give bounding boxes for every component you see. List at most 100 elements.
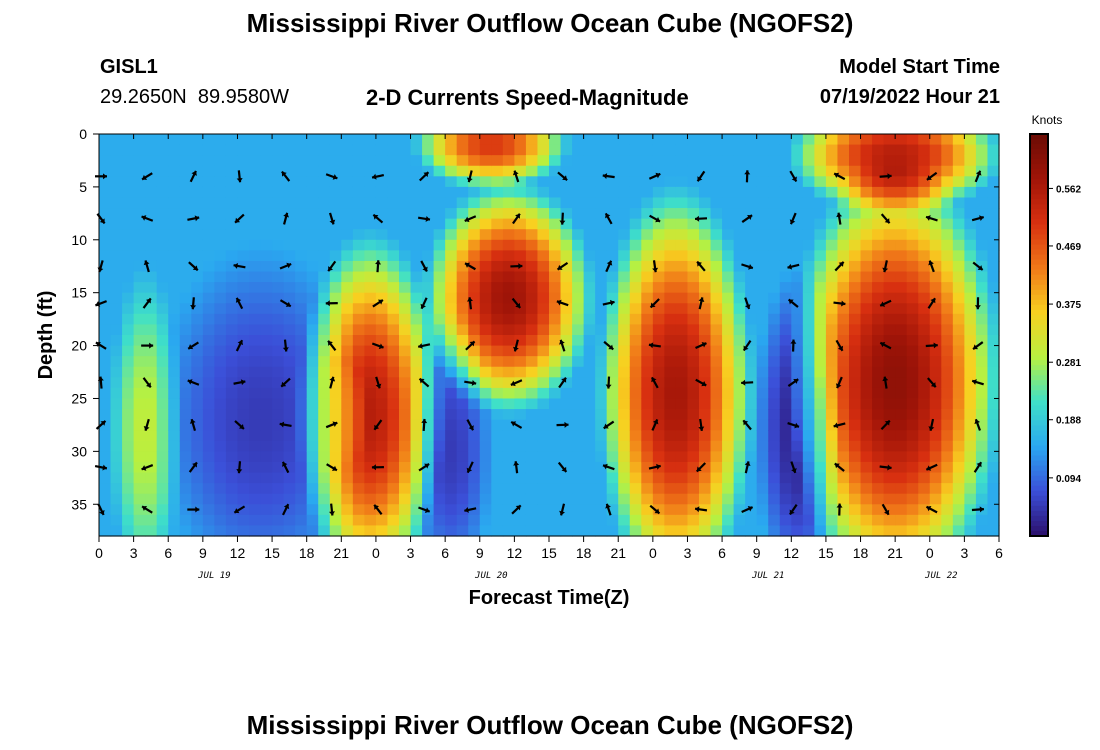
heatmap-cell	[849, 440, 862, 452]
heatmap-cell	[202, 483, 215, 495]
heatmap-cell	[583, 271, 596, 283]
colorbar-swatch	[1030, 269, 1048, 276]
heatmap-cell	[952, 303, 965, 315]
heatmap-cell	[283, 430, 296, 442]
heatmap-cell	[537, 155, 550, 167]
heatmap-cell	[733, 356, 746, 368]
heatmap-cell	[606, 229, 619, 241]
current-arrow	[282, 339, 289, 352]
heatmap-cell	[814, 483, 827, 495]
heatmap-cell	[652, 144, 665, 156]
heatmap-cell	[514, 483, 527, 495]
current-arrow	[325, 421, 338, 429]
heatmap-cell	[572, 493, 585, 505]
heatmap-cell	[525, 483, 539, 495]
heatmap-cell	[329, 218, 342, 230]
date-label: JUL 20	[474, 571, 508, 581]
heatmap-cell	[652, 366, 665, 378]
heatmap-cell	[583, 345, 596, 357]
heatmap-cell	[237, 197, 250, 209]
current-arrow	[789, 170, 798, 183]
heatmap-cell	[225, 387, 239, 400]
heatmap-cell	[525, 451, 539, 463]
heatmap-cell	[502, 483, 515, 495]
heatmap-cell	[837, 313, 850, 326]
heatmap-cell	[964, 155, 977, 167]
colorbar-swatch	[1030, 400, 1048, 406]
heatmap-cell	[237, 155, 250, 167]
heatmap-cell	[941, 504, 954, 516]
heatmap-cell	[964, 176, 977, 188]
current-arrow	[925, 215, 938, 222]
heatmap-cell	[99, 387, 112, 400]
heatmap-cell	[687, 409, 700, 421]
heatmap-cell	[502, 398, 515, 410]
heatmap-cell	[387, 165, 400, 177]
heatmap-cell	[572, 430, 585, 442]
heatmap-cell	[295, 356, 308, 368]
heatmap-cell	[179, 313, 192, 326]
current-arrow	[464, 507, 477, 513]
heatmap-cell	[733, 303, 746, 315]
heatmap-cell	[364, 387, 377, 400]
heatmap-cell	[237, 345, 250, 357]
current-arrow	[928, 260, 935, 273]
heatmap-cell	[722, 250, 735, 262]
heatmap-cell	[410, 239, 423, 251]
heatmap-cell	[895, 356, 908, 368]
heatmap-cell	[387, 208, 400, 220]
heatmap-cell	[479, 409, 492, 421]
heatmap-cell	[202, 260, 215, 273]
heatmap-cell	[722, 229, 735, 241]
heatmap-cell	[295, 472, 308, 484]
station-id: GISL1	[100, 56, 158, 78]
heatmap-cell	[456, 208, 469, 220]
current-arrow	[371, 173, 385, 180]
heatmap-cell	[502, 387, 515, 400]
heatmap-cell	[618, 186, 631, 199]
heatmap-cell	[341, 440, 354, 452]
heatmap-cell	[964, 271, 977, 283]
heatmap-cell	[652, 134, 665, 146]
heatmap-cell	[214, 134, 227, 146]
heatmap-cell	[295, 430, 308, 442]
heatmap-cell	[133, 366, 146, 378]
heatmap-cell	[260, 313, 273, 326]
heatmap-cell	[491, 525, 504, 537]
heatmap-cell	[99, 292, 112, 304]
heatmap-cell	[572, 461, 585, 474]
heatmap-cell	[652, 345, 665, 357]
heatmap-cell	[814, 260, 827, 273]
heatmap-cell	[283, 409, 296, 421]
heatmap-cell	[583, 250, 596, 262]
heatmap-cell	[560, 472, 573, 484]
heatmap-cell	[249, 440, 262, 452]
heatmap-cell	[618, 398, 631, 410]
heatmap-cell	[883, 356, 896, 368]
heatmap-cell	[491, 356, 504, 368]
heatmap-cell	[572, 356, 585, 368]
colorbar-swatch	[1030, 480, 1048, 487]
heatmap-cell	[837, 282, 850, 294]
heatmap-cell	[802, 493, 815, 505]
heatmap-cell	[629, 165, 642, 177]
heatmap-cell	[733, 324, 746, 336]
heatmap-cell	[191, 356, 204, 368]
heatmap-cell	[929, 356, 942, 368]
heatmap-cell	[260, 250, 273, 262]
heatmap-cell	[675, 409, 689, 421]
heatmap-cell	[502, 514, 515, 527]
heatmap-cell	[825, 144, 839, 156]
heatmap-cell	[514, 451, 527, 463]
colorbar-swatch	[1030, 390, 1048, 396]
x-tick-label: 9	[753, 545, 761, 561]
heatmap-cell	[664, 197, 677, 209]
heatmap-cell	[629, 472, 642, 484]
heatmap-cell	[710, 208, 723, 220]
heatmap-cell	[168, 440, 181, 452]
heatmap-cell	[352, 387, 365, 400]
heatmap-cell	[422, 398, 435, 410]
heatmap-cell	[572, 165, 585, 177]
heatmap-cell	[895, 504, 908, 516]
heatmap-cell	[456, 345, 469, 357]
